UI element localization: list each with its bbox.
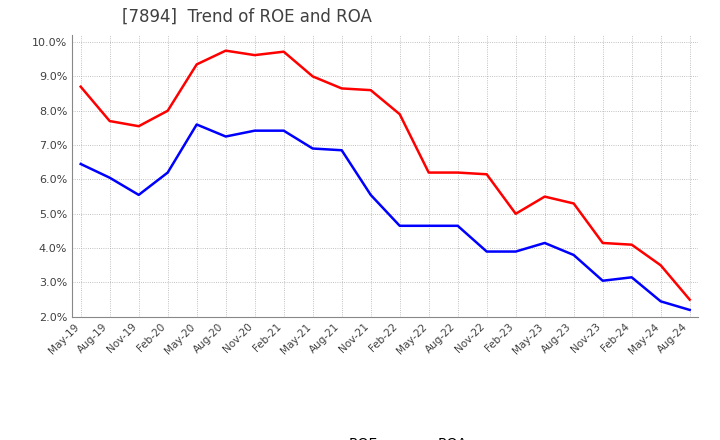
Text: [7894]  Trend of ROE and ROA: [7894] Trend of ROE and ROA	[122, 7, 372, 26]
Legend: ROE, ROA: ROE, ROA	[297, 431, 473, 440]
